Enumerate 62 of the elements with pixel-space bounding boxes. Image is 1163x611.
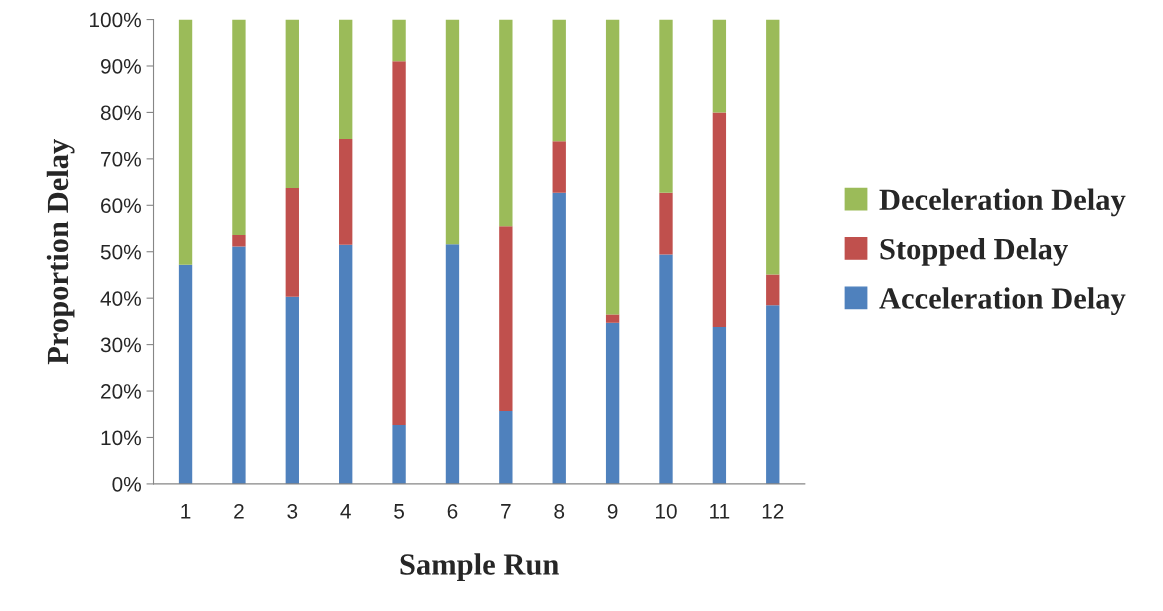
bar [285,188,299,297]
y-axis-title: Proportion Delay [46,139,75,365]
bar [339,19,353,139]
y-tick-label: 60% [101,198,141,214]
x-tick-label: 5 [394,504,404,519]
bar [605,19,620,315]
bar [178,264,193,484]
y-tick-label: 20% [101,384,141,399]
bar [712,112,727,327]
y-tick-label: 90% [100,58,141,74]
bar [766,305,780,484]
y-tick-label: 50% [100,244,141,260]
bar [285,19,299,189]
x-tick-label: 2 [234,503,244,519]
x-axis-title: Sample Run [400,553,559,582]
x-tick-label: 7 [501,504,511,519]
legend-label: Deceleration Delay [879,188,1126,217]
bar [339,138,353,245]
y-tick-label: 80% [100,105,141,121]
bar [766,274,780,306]
x-tick-label: 4 [340,504,351,519]
bar [499,19,513,227]
bar [392,61,406,425]
x-tick-label: 10 [656,503,677,519]
y-tick-label: 10% [101,430,141,446]
bar [339,244,353,484]
bar [445,244,460,484]
bar [605,314,620,323]
bar [766,19,780,275]
bar [552,192,566,484]
x-tick-label: 12 [762,503,784,519]
bar [659,192,673,255]
x-tick-label: 9 [607,503,618,519]
bar [712,19,727,113]
bar [499,226,513,412]
bar [392,19,406,62]
y-tick-label: 40% [100,291,141,306]
bar [232,235,246,247]
x-tick-label: 3 [287,503,298,519]
x-tick-label: 6 [447,503,458,519]
bar [552,141,566,193]
bar [178,19,193,265]
bar [445,19,460,245]
bar [392,424,406,484]
y-tick-label: 0% [112,476,141,492]
bar [605,322,620,484]
x-tick-label: 8 [554,503,565,519]
y-tick-label: 30% [100,337,141,353]
legend-label: Acceleration Delay [879,287,1126,316]
legend-label: Stopped Delay [880,237,1068,266]
x-tick-label: 1 [181,504,191,519]
bar [552,19,566,142]
bar [712,326,727,484]
bar [659,19,673,193]
bar [499,411,513,484]
x-tick-label: 11 [710,504,730,519]
bar [659,254,673,484]
bar [232,246,246,484]
y-tick-label: 70% [101,151,141,167]
y-tick-label: 100% [90,12,141,28]
bar [285,296,299,484]
bar [232,19,246,236]
